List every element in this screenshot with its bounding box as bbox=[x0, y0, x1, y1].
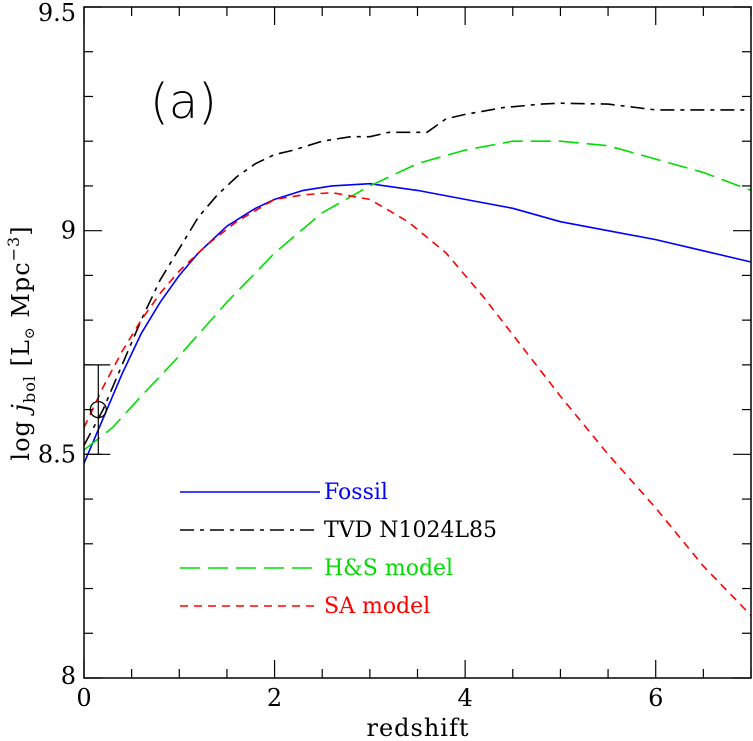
y-label-unit-mid: Mpc bbox=[7, 261, 35, 326]
legend: Fossil TVD N1024L85 H&S model SA model bbox=[180, 480, 497, 619]
x-axis-label: redshift bbox=[366, 714, 469, 741]
y-label-prefix: log bbox=[7, 411, 35, 460]
legend-label-2: H&S model bbox=[324, 556, 453, 581]
y-label-exp: −3 bbox=[4, 236, 23, 262]
series-line-0 bbox=[83, 182, 752, 464]
series-line-3 bbox=[83, 191, 752, 616]
legend-label-1: TVD N1024L85 bbox=[324, 518, 497, 543]
y-tick-label: 8 bbox=[61, 662, 76, 690]
y-label-sun: ⊙ bbox=[22, 326, 38, 339]
plot-series bbox=[83, 102, 752, 616]
series-line-2 bbox=[83, 140, 752, 451]
y-tick-label: 8.5 bbox=[38, 440, 76, 468]
axis-ticks bbox=[83, 6, 752, 679]
x-tick-label: 6 bbox=[648, 684, 663, 712]
tick-labels: 0 2 4 6 8 8.5 9 9.5 bbox=[38, 0, 664, 712]
y-label-sub: bol bbox=[20, 375, 39, 403]
series-line-1 bbox=[83, 102, 751, 446]
y-tick-label: 9.5 bbox=[38, 0, 76, 27]
x-tick-label: 0 bbox=[76, 684, 91, 712]
x-tick-label: 2 bbox=[267, 684, 282, 712]
panel-label: (a) bbox=[150, 74, 217, 130]
x-tick-label: 4 bbox=[458, 684, 473, 712]
y-axis-label: log jbol [L⊙ Mpc−3] bbox=[4, 225, 39, 460]
y-label-unit-open: [L bbox=[7, 339, 35, 375]
y-tick-label: 9 bbox=[61, 217, 76, 245]
legend-label-0: Fossil bbox=[324, 480, 388, 505]
legend-label-3: SA model bbox=[324, 594, 430, 619]
y-label-unit-close: ] bbox=[7, 225, 35, 235]
